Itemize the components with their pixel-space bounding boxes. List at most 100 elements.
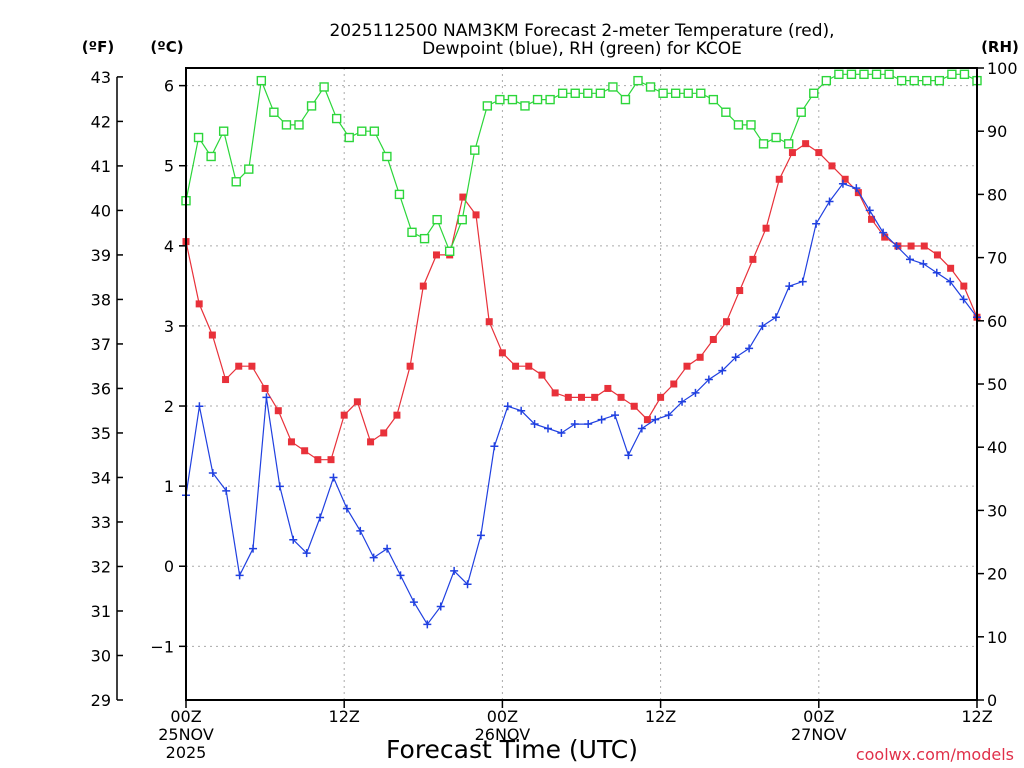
dewpoint-point <box>651 415 660 424</box>
dewpoint-point <box>932 268 941 277</box>
relative-humidity-point <box>231 177 241 187</box>
x-tick-label: 25NOV <box>158 725 214 744</box>
rh-tick-label: 0 <box>987 691 997 710</box>
dewpoint-point <box>302 549 311 558</box>
2-meter-temperature-point <box>195 300 203 308</box>
relative-humidity-point <box>859 69 869 80</box>
relative-humidity-point <box>620 94 631 105</box>
relative-humidity-point <box>896 75 907 86</box>
dewpoint-point <box>275 482 284 491</box>
dewpoint-point <box>289 535 298 544</box>
relative-humidity-point <box>771 132 781 143</box>
relative-humidity-point <box>294 120 304 130</box>
2-meter-temperature-point <box>327 456 335 464</box>
dewpoint-point <box>624 451 633 460</box>
dewpoint-point <box>423 620 432 629</box>
2-meter-temperature-point <box>578 393 585 401</box>
relative-humidity-line <box>185 73 978 253</box>
relative-humidity-point <box>331 113 342 124</box>
dewpoint-point <box>584 420 593 429</box>
relative-humidity-point <box>633 75 643 86</box>
celsius-tick-label: 0 <box>164 557 174 576</box>
2-meter-temperature-point <box>301 447 309 455</box>
relative-humidity-point <box>419 233 430 244</box>
rh-tick-label: 70 <box>987 249 1007 268</box>
x-tick-label: 12Z <box>329 707 360 726</box>
relative-humidity-point <box>432 214 442 225</box>
relative-humidity-point <box>369 126 380 136</box>
celsius-tick-label: −1 <box>150 637 174 656</box>
2-meter-temperature-point <box>591 393 599 401</box>
dewpoint-point <box>892 242 901 251</box>
dewpoint-point <box>678 397 687 406</box>
dewpoint-point <box>919 259 928 268</box>
rh-tick-label: 90 <box>987 122 1007 141</box>
fahrenheit-tick-label: 40 <box>91 201 111 220</box>
2-meter-temperature-point <box>248 362 256 370</box>
x-axis-title: Forecast Time (UTC) <box>386 735 638 764</box>
relative-humidity-point <box>244 164 254 174</box>
dewpoint-point <box>825 197 834 206</box>
relative-humidity-point <box>495 94 505 105</box>
relative-humidity-point <box>256 75 267 86</box>
dewpoint-point <box>785 282 794 291</box>
dewpoint-point <box>557 428 566 437</box>
relative-humidity-point <box>922 75 932 86</box>
relative-humidity-point <box>834 69 844 80</box>
2-meter-temperature-point <box>432 251 440 259</box>
2-meter-temperature-point <box>670 380 678 388</box>
dewpoint-point <box>450 566 459 575</box>
x-tick-label: 00Z <box>803 707 834 726</box>
series-layer <box>181 69 982 629</box>
2-meter-temperature-point <box>749 255 757 263</box>
relative-humidity-point <box>470 145 480 155</box>
relative-humidity-point <box>557 88 568 98</box>
rh-tick-label: 80 <box>987 185 1007 204</box>
rh-tick-label: 50 <box>987 375 1007 394</box>
relative-humidity-point <box>218 126 229 136</box>
2-meter-temperature-point <box>498 349 506 357</box>
dewpoint-point <box>838 179 847 188</box>
dewpoint-point <box>664 411 673 420</box>
2-meter-temperature-point <box>709 335 717 343</box>
2-meter-temperature-point <box>472 211 480 219</box>
2-meter-temperature-point <box>802 140 810 148</box>
relative-humidity-point <box>382 151 392 162</box>
dewpoint-point <box>342 504 351 513</box>
relative-humidity-point <box>696 88 706 98</box>
2-meter-temperature-point <box>485 318 493 326</box>
2-meter-temperature-point <box>683 362 691 370</box>
relative-humidity-point <box>444 246 455 256</box>
2-meter-temperature-point <box>419 282 427 290</box>
fahrenheit-tick-label: 29 <box>91 691 111 710</box>
2-meter-temperature-point <box>314 456 322 464</box>
fahrenheit-tick-label: 33 <box>91 513 111 532</box>
dewpoint-point <box>383 544 392 553</box>
relative-humidity-point <box>846 69 857 80</box>
fahrenheit-tick-label: 35 <box>91 424 111 443</box>
dewpoint-point <box>704 375 713 384</box>
2-meter-temperature-point <box>920 242 928 250</box>
2-meter-temperature-point <box>933 251 941 259</box>
relative-humidity-point <box>482 101 493 111</box>
relative-humidity-point <box>708 94 719 105</box>
2-meter-temperature-point <box>604 384 612 392</box>
relative-humidity-point <box>269 107 279 117</box>
relative-humidity-point <box>206 151 216 162</box>
x-tick-label: 00Z <box>487 707 518 726</box>
2-meter-temperature-point <box>868 215 876 223</box>
dewpoint-point <box>262 393 271 402</box>
relative-humidity-point <box>281 120 292 130</box>
2-meter-temperature-point <box>551 389 559 397</box>
2-meter-temperature-point <box>828 162 836 170</box>
relative-humidity-point <box>884 69 894 80</box>
dewpoint-point <box>879 228 888 237</box>
dewpoint-point <box>570 420 579 429</box>
dewpoint-point <box>195 402 204 411</box>
dewpoint-point <box>490 442 499 451</box>
dewpoint-point <box>463 580 472 589</box>
2-meter-temperature-point <box>380 429 388 437</box>
relative-humidity-point <box>658 88 668 98</box>
